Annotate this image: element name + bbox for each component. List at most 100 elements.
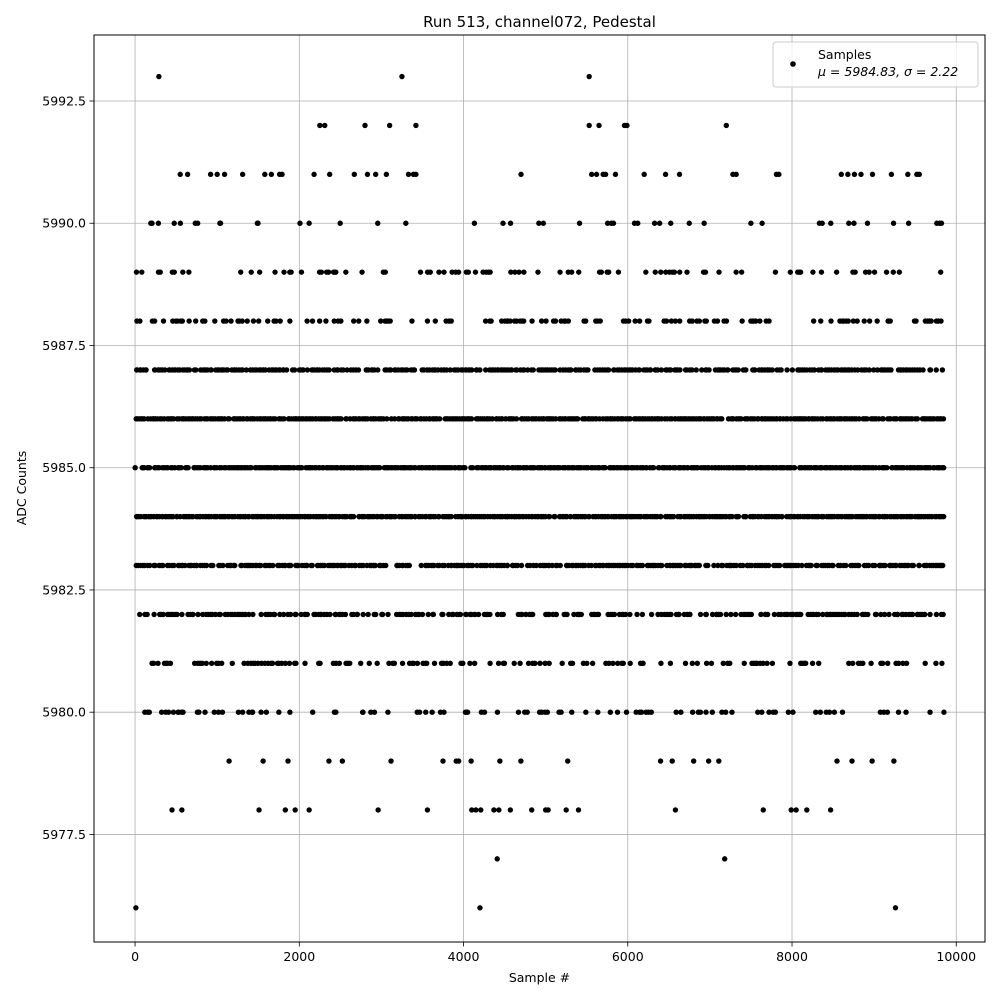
data-point bbox=[171, 562, 177, 569]
data-point bbox=[429, 709, 435, 715]
data-point bbox=[635, 220, 641, 226]
data-point bbox=[663, 269, 669, 275]
data-point bbox=[905, 171, 911, 178]
data-point bbox=[657, 758, 664, 764]
data-point bbox=[667, 367, 674, 373]
data-point bbox=[494, 611, 501, 618]
y-axis-title: ADC Counts bbox=[14, 451, 29, 526]
data-point bbox=[827, 807, 834, 813]
plot-frame bbox=[93, 34, 986, 943]
data-point bbox=[467, 660, 473, 666]
data-point bbox=[350, 513, 357, 520]
data-point bbox=[535, 269, 541, 275]
data-point bbox=[186, 367, 193, 373]
data-point bbox=[866, 562, 872, 569]
data-point bbox=[272, 416, 278, 422]
data-point bbox=[940, 562, 946, 569]
data-point bbox=[137, 318, 143, 324]
data-point bbox=[287, 318, 293, 324]
y-tick-label: 5992.5 bbox=[42, 94, 86, 109]
data-point bbox=[239, 171, 246, 178]
data-point bbox=[177, 220, 184, 226]
data-point bbox=[798, 611, 804, 618]
data-point bbox=[338, 318, 344, 324]
data-point bbox=[322, 122, 328, 129]
data-point bbox=[146, 709, 153, 715]
x-tick-label: 2000 bbox=[283, 949, 315, 964]
data-point bbox=[139, 269, 145, 275]
data-point bbox=[171, 269, 177, 275]
data-point bbox=[342, 611, 349, 618]
data-point bbox=[386, 660, 392, 666]
data-point bbox=[677, 269, 683, 275]
data-point bbox=[385, 709, 391, 715]
data-point bbox=[602, 171, 609, 178]
data-point bbox=[880, 416, 886, 422]
data-point bbox=[431, 660, 438, 666]
data-point bbox=[494, 856, 500, 862]
data-point bbox=[464, 709, 471, 715]
data-point bbox=[271, 611, 278, 618]
data-point bbox=[336, 660, 343, 666]
data-point bbox=[639, 562, 646, 569]
data-point bbox=[719, 416, 725, 422]
data-point bbox=[787, 660, 793, 666]
data-point bbox=[182, 562, 188, 569]
data-point bbox=[866, 367, 872, 373]
data-point bbox=[699, 367, 705, 373]
data-point bbox=[436, 269, 442, 275]
data-point bbox=[866, 269, 872, 275]
x-axis-title: Sample # bbox=[509, 970, 570, 985]
data-point bbox=[816, 660, 822, 666]
data-point bbox=[706, 367, 712, 373]
data-point bbox=[326, 758, 332, 764]
data-point bbox=[238, 269, 244, 275]
data-point bbox=[672, 807, 679, 813]
data-point bbox=[409, 318, 415, 324]
data-point bbox=[777, 562, 783, 569]
data-point bbox=[871, 367, 877, 373]
data-point bbox=[868, 660, 874, 666]
data-point bbox=[321, 562, 328, 569]
data-point bbox=[610, 660, 616, 666]
data-point bbox=[317, 122, 323, 129]
data-point bbox=[636, 367, 643, 373]
data-point bbox=[589, 660, 596, 666]
data-point bbox=[788, 807, 794, 813]
data-point bbox=[636, 318, 643, 324]
data-point bbox=[856, 562, 862, 569]
data-point bbox=[155, 220, 162, 226]
data-point bbox=[416, 709, 423, 715]
data-point bbox=[663, 318, 670, 324]
data-point bbox=[293, 611, 299, 618]
data-point bbox=[413, 171, 419, 178]
data-point bbox=[339, 758, 346, 764]
data-point bbox=[447, 367, 453, 373]
data-point bbox=[532, 660, 538, 666]
data-point bbox=[803, 660, 809, 666]
data-point bbox=[468, 758, 474, 764]
data-point bbox=[735, 513, 742, 520]
data-point bbox=[482, 367, 489, 373]
data-point bbox=[530, 367, 536, 373]
data-point bbox=[879, 660, 886, 666]
data-point bbox=[760, 807, 766, 813]
data-point bbox=[638, 709, 645, 715]
data-point bbox=[546, 611, 552, 618]
data-point bbox=[340, 367, 346, 373]
data-point bbox=[703, 709, 709, 715]
data-point bbox=[150, 660, 157, 666]
data-point bbox=[374, 660, 380, 666]
data-point bbox=[843, 562, 849, 569]
data-point bbox=[316, 318, 323, 324]
data-point bbox=[833, 269, 840, 275]
data-point bbox=[219, 709, 226, 715]
data-point bbox=[248, 465, 254, 471]
data-point bbox=[928, 318, 934, 324]
data-point bbox=[759, 220, 765, 226]
data-point bbox=[304, 318, 310, 324]
data-point bbox=[647, 367, 654, 373]
data-point bbox=[545, 807, 551, 813]
data-point bbox=[682, 660, 689, 666]
